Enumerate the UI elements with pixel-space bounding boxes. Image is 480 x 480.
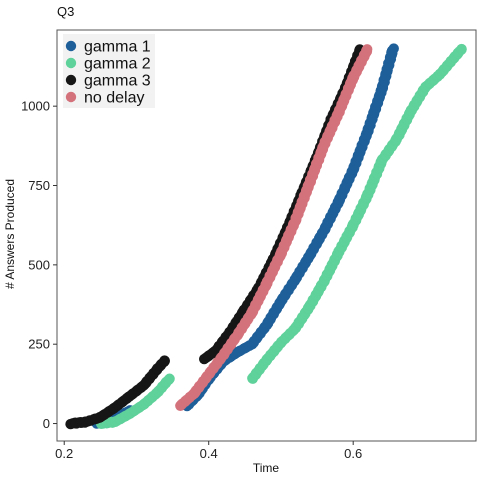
legend-marker xyxy=(65,74,77,86)
y-axis-title: # Answers Produced xyxy=(3,179,17,289)
series-gamma-2 xyxy=(95,43,467,429)
y-tick-label: 1000 xyxy=(21,99,50,114)
data-point xyxy=(164,373,175,384)
y-tick-label: 0 xyxy=(43,416,50,431)
data-point xyxy=(361,44,373,55)
y-tick-label: 750 xyxy=(28,178,50,193)
legend-marker xyxy=(65,57,77,69)
x-tick-label: 0.6 xyxy=(344,446,362,461)
chart-title: Q3 xyxy=(57,4,74,19)
y-axis: 0 250 500 750 1000 xyxy=(21,99,57,431)
data-point xyxy=(388,43,399,54)
y-tick-label: 500 xyxy=(28,257,50,272)
x-axis: 0.2 0.4 0.6 xyxy=(55,441,362,461)
legend-label: gamma 3 xyxy=(84,73,151,90)
data-point xyxy=(159,355,170,366)
legend-box xyxy=(63,34,155,108)
legend-label: gamma 1 xyxy=(84,39,151,56)
x-axis-title: Time xyxy=(253,461,280,475)
legend-label: gamma 2 xyxy=(84,56,151,73)
legend-marker xyxy=(65,40,77,52)
series-no-delay xyxy=(175,44,373,411)
y-tick-label: 250 xyxy=(28,337,50,352)
data-point xyxy=(456,43,467,55)
legend-label: no delay xyxy=(84,90,145,107)
plot-points xyxy=(65,43,467,430)
x-tick-label: 0.4 xyxy=(200,446,218,461)
legend-marker xyxy=(65,91,77,103)
x-tick-label: 0.2 xyxy=(55,446,73,461)
